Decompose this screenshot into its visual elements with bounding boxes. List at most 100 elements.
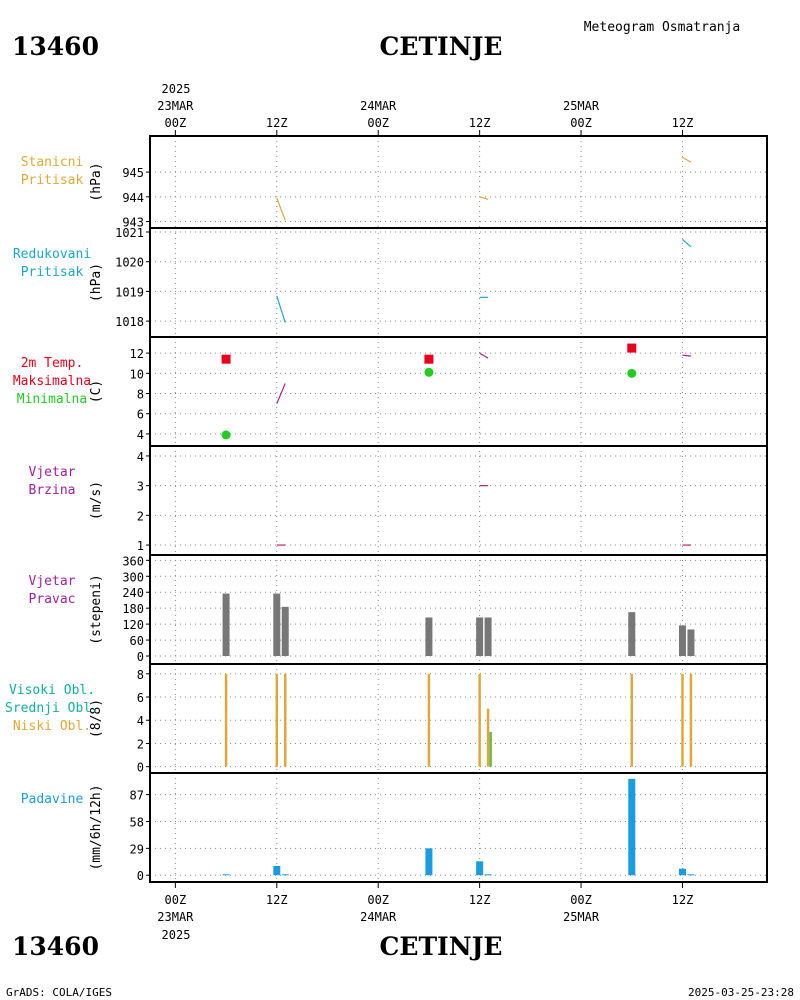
ytick-label-wind_speed-1: 2 (137, 509, 144, 523)
station-id-bottom: 13460 (12, 932, 99, 961)
side-label-reduced-1: Pritisak (21, 265, 84, 280)
bar-clouds-0-8 (689, 673, 693, 767)
top-hour-4: 00Z (570, 116, 592, 130)
bar-wind_dir-0-2 (281, 606, 289, 657)
ylabel-precip: (mm/6h/12h) (89, 784, 104, 870)
frame-wind_speed (149, 445, 768, 556)
panel-wind_dir: 0 60 120 180 240 300 360 (stepeni) Vjetar Pravac (29, 554, 768, 665)
ytick-label-wind_speed-2: 3 (137, 480, 144, 494)
min-marker-temperature-2 (627, 368, 637, 378)
ytick-label-wind_speed-3: 4 (137, 450, 144, 464)
panel-reduced: 1018 1019 1020 1021 (hPa)Redukovani Pritisak (13, 226, 768, 338)
bar-precip-0-7 (678, 868, 686, 876)
line-temperature-0-2 (682, 354, 692, 357)
line-pressure-0-1 (479, 196, 489, 200)
bar-wind_dir-0-4 (476, 617, 484, 657)
ytick-label-pressure-2: 945 (122, 166, 144, 180)
bar-wind_dir-0-8 (687, 629, 695, 657)
bar-clouds-0-6 (630, 673, 634, 767)
ytick-label-wind_dir-3: 180 (122, 602, 144, 616)
ytick-label-precip-3: 87 (130, 789, 144, 803)
header: 13460 CETINJE Meteogram Osmatranja 2025 (12, 20, 740, 96)
ytick-label-wind_dir-5: 300 (122, 570, 144, 584)
ytick-label-pressure-1: 944 (122, 191, 144, 205)
bottom-hour-5: 12Z (672, 893, 694, 907)
bar-precip-0-5 (484, 874, 492, 876)
bar-wind_dir-0-0 (222, 593, 230, 657)
top-hour-1: 12Z (266, 116, 288, 130)
bar-clouds-1-0 (489, 731, 492, 767)
ytick-label-clouds-4: 8 (137, 668, 144, 682)
side-label-pressure-1: Pritisak (21, 173, 84, 188)
max-marker-temperature-0 (221, 354, 231, 364)
line-pressure-0-0 (276, 197, 286, 221)
ytick-label-temperature-2: 8 (137, 388, 144, 402)
ytick-label-precip-0: 0 (137, 869, 144, 883)
frame-wind_dir (149, 554, 768, 665)
side-label-wind_speed-0: Vjetar (29, 465, 76, 480)
top-date-0: 23MAR (157, 99, 194, 113)
ytick-label-temperature-1: 6 (137, 408, 144, 422)
bar-precip-0-0 (222, 874, 230, 876)
top-time-axis: 00Z 23MAR 12Z 00Z 24MAR 12Z 00Z 25MAR 12Z (157, 99, 693, 136)
panels: 943944945(hPa)StanicniPritisak1018101910… (5, 135, 768, 883)
station-name-top: CETINJE (380, 32, 503, 61)
meteogram-title: Meteogram Osmatranja (584, 20, 741, 35)
ytick-label-reduced-3: 1021 (115, 226, 144, 240)
side-label-precip-0: Padavine (21, 792, 84, 807)
max-marker-temperature-1 (424, 354, 434, 364)
ylabel-wind_dir: (stepeni) (89, 574, 104, 644)
side-label-pressure-0: Stanicni (21, 155, 84, 170)
top-year: 2025 (162, 82, 191, 96)
station-name-bottom: CETINJE (380, 932, 503, 961)
panel-precip: 0 29 58 87 (mm/6h/12h) Padavine (21, 772, 768, 883)
line-pressure-0-2 (682, 156, 692, 163)
bar-clouds-0-1 (275, 673, 279, 767)
top-date-4: 25MAR (563, 99, 600, 113)
bar-precip-0-6 (628, 778, 636, 876)
bottom-hour-4: 00Z (570, 893, 592, 907)
bar-clouds-0-5 (486, 708, 490, 767)
bar-precip-0-2 (281, 874, 289, 876)
ytick-label-temperature-4: 12 (130, 347, 144, 361)
ytick-label-wind_dir-4: 240 (122, 586, 144, 600)
top-hour-0: 00Z (165, 116, 187, 130)
bottom-hour-0: 00Z (165, 893, 187, 907)
ytick-label-reduced-0: 1018 (115, 315, 144, 329)
bar-clouds-0-3 (427, 673, 431, 767)
side-label-temperature-0: 2m Temp. (21, 356, 84, 371)
timestamp: 2025-03-25-23:28 (688, 986, 794, 999)
ytick-label-clouds-3: 6 (137, 691, 144, 705)
panel-temperature: 4 6 8 10 12 (C) 2m Temp. Maksimalna Minimalna (13, 336, 768, 447)
bottom-date-2: 24MAR (360, 910, 397, 924)
bottom-hour-2: 00Z (367, 893, 389, 907)
frame-precip (149, 772, 768, 883)
side-label-wind_speed-1: Brzina (29, 483, 76, 498)
side-label-temperature-2: Minimalna (17, 392, 87, 407)
bar-precip-0-1 (273, 865, 281, 876)
panel-pressure: 943 944 945 (hPa) Stanicni Pritisak (21, 135, 768, 230)
ylabel-wind_speed: (m/s) (89, 481, 104, 520)
line-reduced-0-2 (682, 238, 692, 248)
frame-temperature (149, 336, 768, 447)
side-label-wind_dir-1: Pravac (29, 592, 76, 607)
footer: 13460 CETINJE 2025 GrADS: COLA/IGES 2025… (6, 928, 794, 999)
top-hour-5: 12Z (672, 116, 694, 130)
panel-clouds: 0 2 4 6 8 (8/8)Visoki Obl. Srednji Obl. Niski O… (5, 663, 768, 775)
side-label-reduced-0: Redukovani (13, 247, 91, 262)
bar-wind_dir-0-5 (484, 617, 492, 657)
top-hour-2: 00Z (367, 116, 389, 130)
max-marker-temperature-2 (627, 343, 637, 353)
ylabel-pressure: (hPa) (89, 162, 104, 201)
bottom-year: 2025 (162, 928, 191, 942)
bottom-date-0: 23MAR (157, 910, 194, 924)
bottom-hour-3: 12Z (469, 893, 491, 907)
ytick-label-precip-2: 58 (130, 815, 144, 829)
bar-wind_dir-0-6 (628, 612, 636, 657)
ylabel-temperature: (C) (89, 380, 104, 403)
line-temperature-0-1 (479, 352, 489, 359)
side-label-clouds-2: Niski Obl. (13, 719, 91, 734)
ytick-label-precip-1: 29 (130, 842, 144, 856)
ytick-label-wind_dir-6: 360 (122, 554, 144, 568)
bar-precip-0-3 (425, 848, 433, 876)
